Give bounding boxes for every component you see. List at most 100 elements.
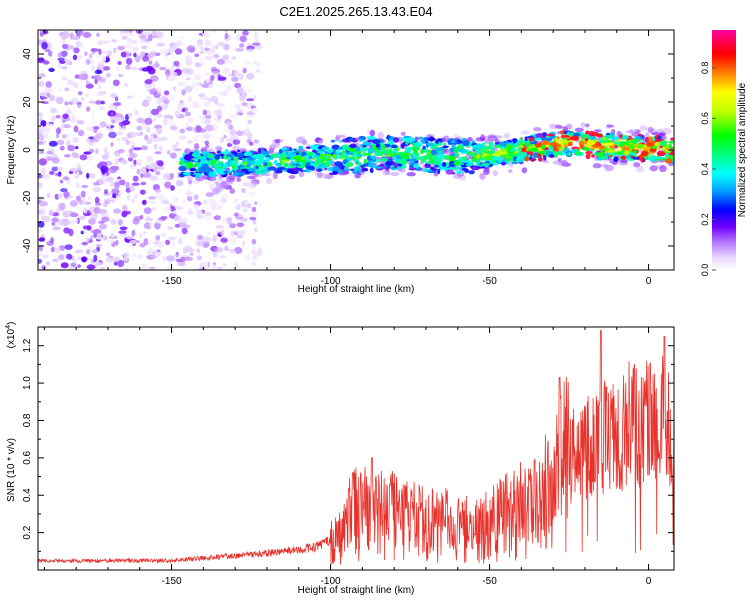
snr-y-tick-label: 1.0	[22, 376, 33, 390]
spectrogram-cell	[41, 42, 48, 50]
spectrogram-cell	[167, 150, 171, 155]
spectrogram-cell	[132, 182, 140, 186]
spectrogram-cell	[80, 97, 84, 102]
spectrogram-cell	[274, 139, 281, 144]
spectrogram-cell	[67, 144, 76, 152]
spectrogram-cell	[156, 193, 165, 200]
spectrogram-cell	[408, 167, 417, 171]
spectrogram-cell	[146, 137, 152, 145]
spectrogram-cell	[566, 152, 572, 156]
spectrogram-cell	[233, 170, 239, 176]
spectrogram-cell	[222, 263, 227, 267]
spectrogram-cell	[73, 125, 79, 133]
spectrogram-cell	[194, 62, 202, 68]
spectrogram-cell	[406, 137, 416, 143]
spectrogram-cell	[61, 66, 68, 70]
spectrogram-cell	[645, 132, 650, 139]
spectrogram-cell	[65, 210, 71, 216]
spectrogram-cell	[272, 172, 278, 180]
spectrogram-x-tick-label: -100	[321, 276, 341, 287]
spectrogram-cell	[548, 154, 555, 158]
spectrogram-cell	[184, 111, 191, 117]
spectrogram-cell	[566, 131, 571, 136]
spectrogram-cell	[97, 177, 106, 185]
spectrogram-cell	[101, 154, 110, 160]
spectrogram-cell	[160, 215, 168, 220]
spectrogram-cell	[196, 240, 205, 247]
spectrogram-cell	[324, 161, 331, 168]
spectrogram-cell	[150, 75, 159, 82]
spectrogram-cell	[170, 172, 174, 179]
spectrogram-cell	[211, 176, 217, 182]
spectrogram-cell	[79, 154, 88, 161]
spectrogram-x-label: Height of straight line (km)	[298, 284, 415, 295]
spectrogram-cell	[236, 153, 245, 158]
spectrogram-cell	[155, 219, 164, 224]
spectrogram-cell	[298, 171, 305, 178]
spectrogram-cell	[95, 148, 99, 155]
spectrogram-cell	[194, 149, 200, 156]
spectrogram-cell	[201, 151, 210, 155]
spectrogram-cell	[178, 237, 183, 245]
spectrogram-cell	[180, 72, 186, 78]
spectrogram-cell	[50, 237, 55, 244]
spectrogram-cell	[349, 143, 357, 149]
spectrogram-cell	[395, 160, 404, 164]
spectrogram-cell	[133, 147, 142, 151]
spectrogram-cell	[190, 164, 196, 168]
spectrogram-cell	[187, 117, 193, 122]
spectrogram-cell	[632, 156, 640, 160]
spectrogram-cell	[257, 147, 262, 154]
spectrogram-cell	[69, 200, 78, 207]
spectrogram-cell	[202, 236, 212, 244]
spectrogram-cell	[235, 130, 244, 137]
spectrogram-cell	[179, 256, 186, 263]
spectrogram-cell	[187, 159, 194, 163]
spectrogram-cell	[437, 154, 445, 159]
spectrogram-cell	[300, 156, 305, 161]
spectrogram-cell	[234, 104, 241, 109]
spectrogram-cell	[649, 149, 656, 153]
spectrogram-cell	[238, 172, 246, 176]
spectrogram-cell	[277, 166, 287, 170]
spectrogram-cell	[621, 136, 630, 139]
spectrogram-cell	[69, 261, 79, 269]
spectrogram-cell	[154, 143, 158, 150]
spectrogram-cell	[321, 146, 330, 151]
spectrogram-cell	[64, 244, 73, 251]
spectrogram-cell	[367, 147, 375, 154]
spectrogram-cell	[140, 166, 147, 174]
spectrogram-cell	[643, 146, 651, 151]
spectrogram-cell	[51, 222, 55, 226]
spectrogram-cell	[218, 76, 227, 81]
spectrogram-cell	[208, 144, 216, 149]
spectrogram-cell	[549, 123, 558, 130]
spectrogram-cell	[149, 113, 153, 118]
spectrogram-cell	[327, 148, 334, 153]
spectrogram-cell	[311, 152, 316, 159]
spectrogram-cell	[204, 47, 210, 52]
snr-y-tick-label: 0.6	[22, 450, 33, 464]
spectrogram-cell	[38, 220, 45, 228]
spectrogram-cell	[616, 149, 622, 152]
spectrogram-cell	[587, 152, 591, 156]
spectrogram-cell	[159, 66, 167, 71]
spectrogram-cell	[94, 78, 98, 85]
spectrogram-cell	[253, 160, 263, 165]
spectrogram-cell	[130, 132, 138, 138]
spectrogram-cell	[219, 255, 227, 259]
spectrogram-cell	[247, 48, 254, 52]
spectrogram-cell	[369, 167, 374, 174]
spectrogram-cell	[281, 147, 288, 151]
spectrogram-cell	[109, 181, 116, 188]
spectrogram-cell	[214, 247, 224, 253]
spectrogram-cell	[45, 261, 51, 266]
spectrogram-cell	[386, 158, 394, 162]
spectrogram-cell	[314, 155, 320, 159]
spectrogram-cell	[201, 117, 206, 125]
spectrogram-cell	[247, 168, 256, 172]
spectrogram-cell	[133, 52, 137, 58]
spectrogram-cell	[574, 127, 584, 133]
spectrogram-cell	[166, 265, 172, 270]
spectrogram-cell	[633, 162, 641, 168]
